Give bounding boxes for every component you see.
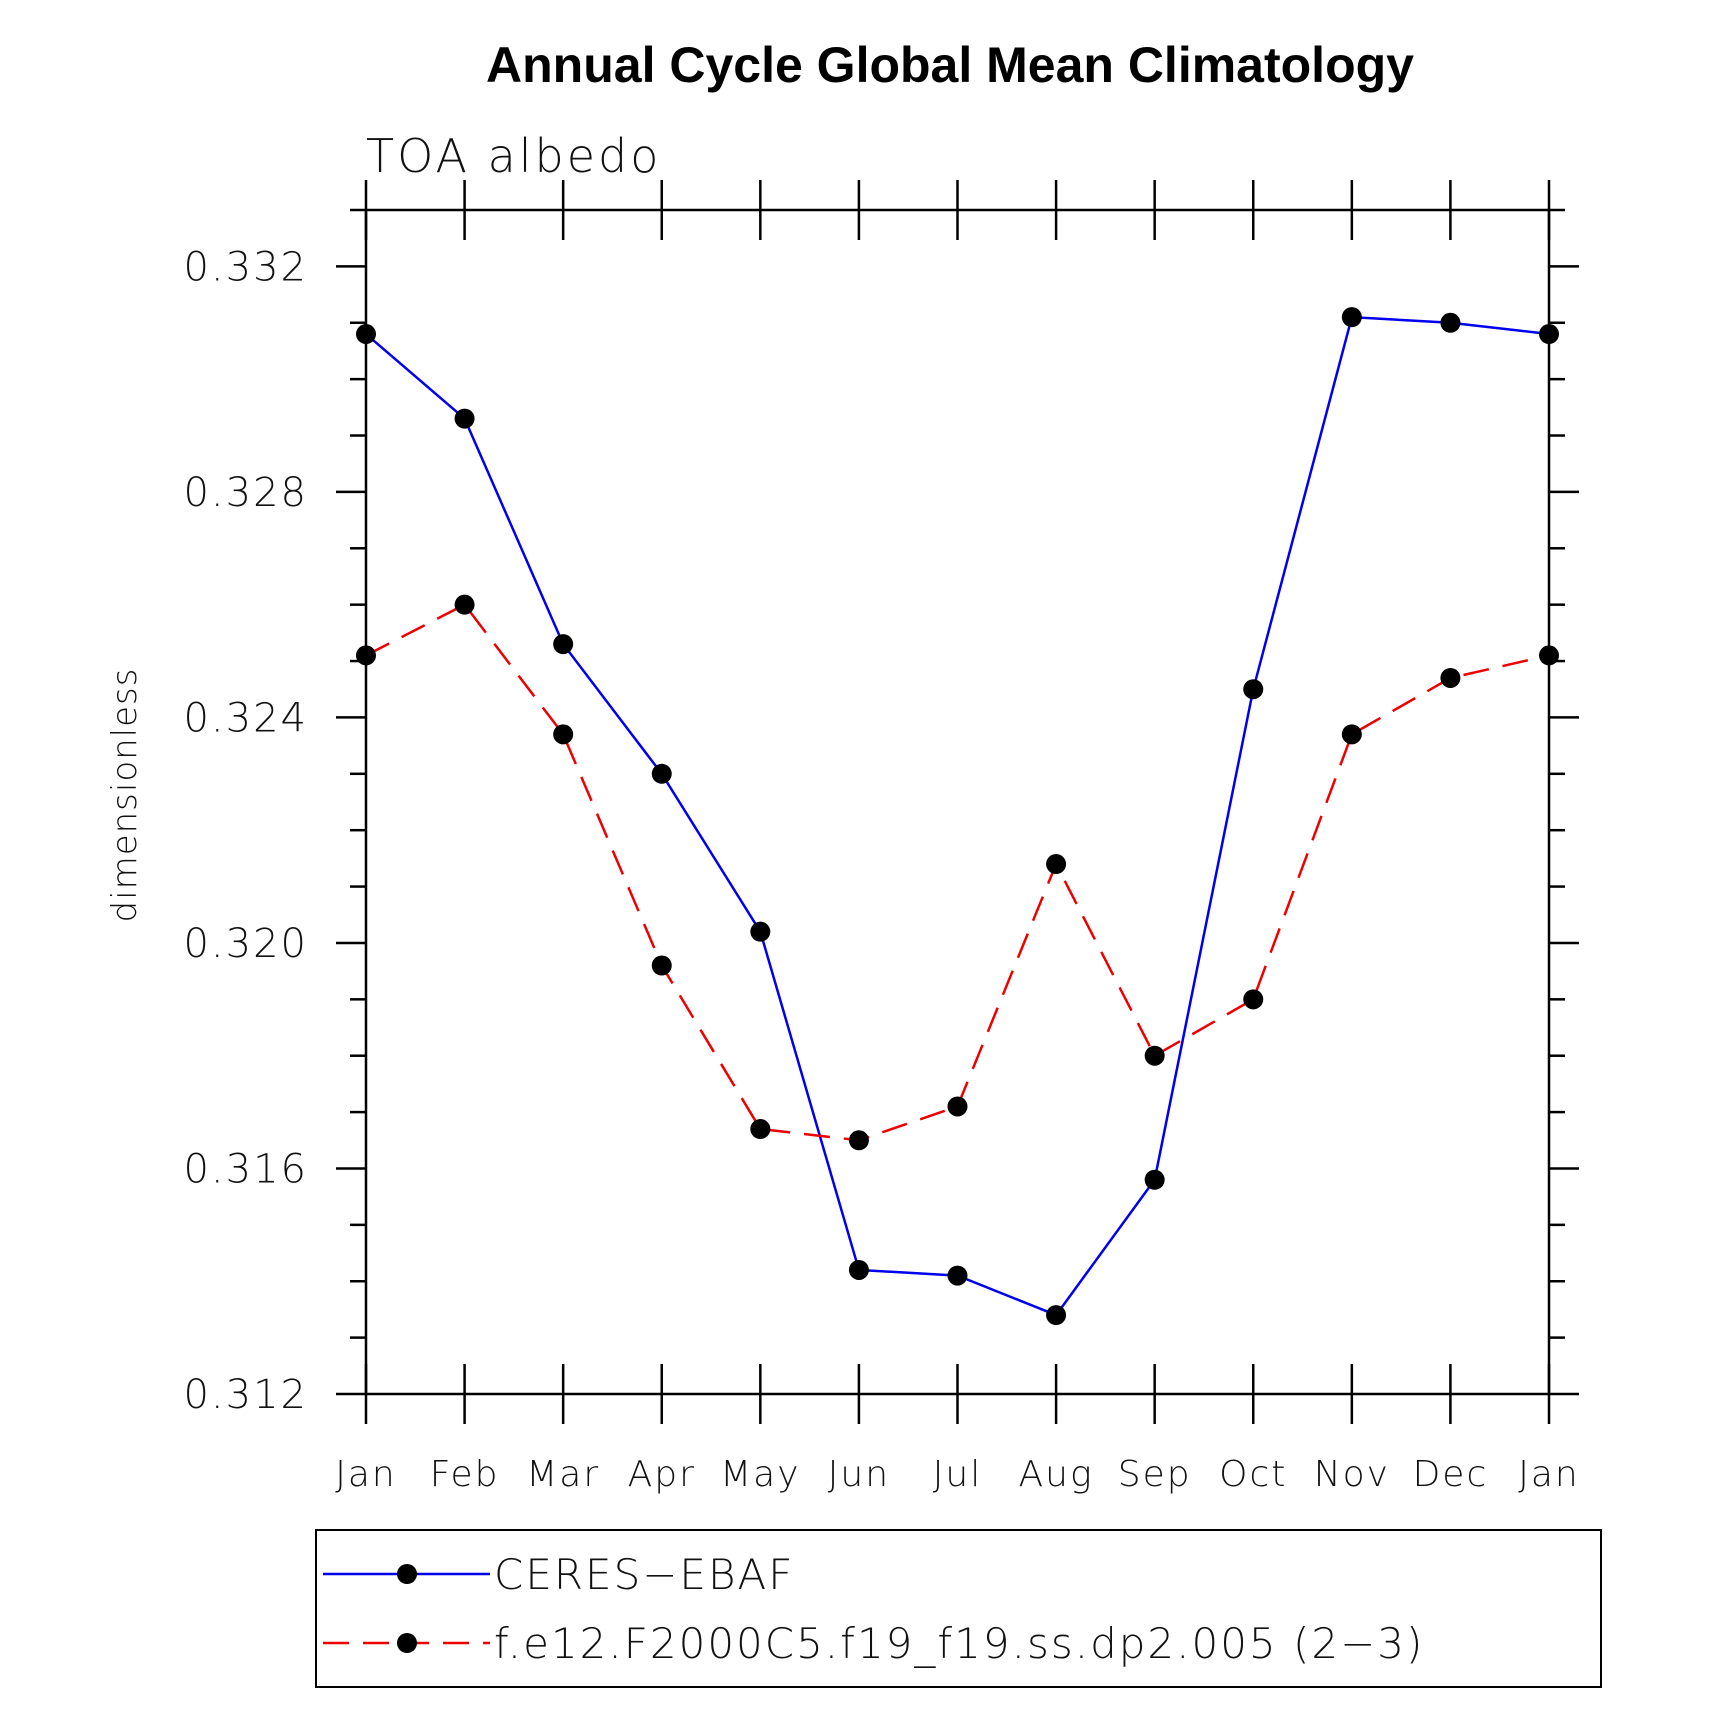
data-point-series-1 [848,1130,869,1151]
x-tick-label: Aug [1019,1454,1094,1495]
x-tick-labels: Jan Feb Mar Apr May Jun Jul Aug Sep Oct Nov Dec Jan [335,1454,1580,1495]
data-point-series-1 [1440,667,1461,688]
data-point-series-0 [1144,1169,1165,1190]
x-tick-label: Jan [335,1454,397,1495]
data-point-series-0 [848,1259,869,1280]
x-tick-label: May [720,1454,800,1495]
data-point-series-1 [454,594,475,615]
chart-title: Annual Cycle Global Mean Climatology [486,37,1414,93]
legend: CERES−EBAF f.e12.F2000C5.f19_f19.ss.dp2.… [315,1529,1602,1688]
y-axis-label: dimensionless [105,668,145,923]
data-point-series-0 [1440,312,1461,333]
data-point-series-1 [553,724,574,745]
chart-subtitle: TOA albedo [366,129,661,183]
series-layer [356,307,1559,1326]
legend-marker-model-run [397,1633,417,1653]
data-point-series-1 [947,1096,968,1117]
data-point-series-1 [750,1119,771,1140]
x-tick-label: Dec [1413,1454,1489,1495]
x-tick-label: Nov [1314,1454,1390,1495]
y-tick-label: 0.332 [183,244,308,290]
data-point-series-1 [356,645,376,666]
x-tick-label: Mar [526,1454,600,1495]
y-tick-label: 0.328 [183,470,308,516]
legend-box [315,1529,1602,1688]
data-point-series-1 [1341,724,1362,745]
plot-frame [364,208,1551,1396]
legend-label-ceres-ebaf: CERES−EBAF [494,1550,794,1599]
legend-marker-ceres-ebaf [397,1564,417,1584]
data-point-series-0 [1243,679,1264,700]
axis-ticks [336,180,1579,1424]
legend-item-ceres-ebaf: CERES−EBAF [323,1550,794,1599]
x-tick-label: Sep [1118,1454,1192,1495]
data-point-series-0 [750,921,771,942]
x-tick-label: Jul [933,1454,982,1495]
data-point-series-1 [1144,1045,1165,1066]
y-tick-label: 0.320 [183,921,308,967]
data-point-series-0 [553,634,574,655]
y-tick-label: 0.324 [183,695,308,741]
data-point-series-1 [651,955,672,976]
y-tick-label: 0.312 [183,1372,308,1418]
data-point-series-1 [1243,989,1264,1010]
data-point-series-0 [651,763,672,784]
legend-label-model-run: f.e12.F2000C5.f19_f19.ss.dp2.005 (2−3) [494,1619,1424,1668]
x-tick-label: Oct [1219,1454,1287,1495]
x-tick-label: Apr [628,1454,696,1495]
data-point-series-1 [1046,854,1067,875]
data-point-series-0 [356,324,376,345]
x-tick-label: Jan [1518,1454,1580,1495]
data-point-series-0 [1046,1305,1067,1326]
y-tick-label: 0.316 [183,1146,308,1192]
legend-item-model-run: f.e12.F2000C5.f19_f19.ss.dp2.005 (2−3) [323,1619,1424,1668]
data-point-series-1 [1539,645,1559,666]
series-line-1 [365,603,1550,1142]
x-tick-label: Feb [430,1454,500,1495]
x-tick-label: Jun [828,1454,890,1495]
y-tick-labels: 0.312 0.316 0.320 0.324 0.328 0.332 [183,244,308,1418]
data-point-series-0 [454,408,475,429]
data-point-series-0 [947,1265,968,1286]
data-point-series-0 [1341,307,1362,328]
series-line-0 [365,315,1550,1317]
data-point-series-0 [1539,324,1559,345]
